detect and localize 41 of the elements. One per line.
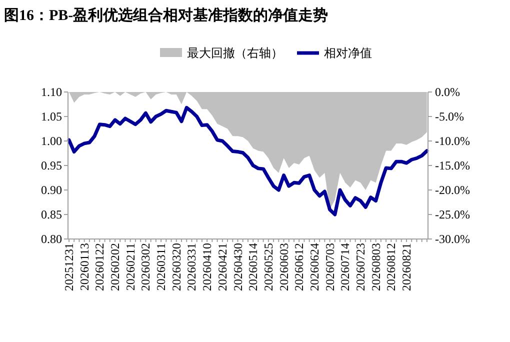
x-tick-label: 20260514 bbox=[246, 243, 260, 291]
legend-label: 相对净值 bbox=[324, 46, 372, 60]
x-tick-label: 20260812 bbox=[384, 243, 398, 291]
x-tick-label: 20260723 bbox=[353, 243, 368, 291]
y2-tick-label: -5.0% bbox=[435, 110, 464, 124]
y2-tick-label: -25.0% bbox=[435, 208, 470, 222]
y-tick-label: 0.80 bbox=[41, 232, 62, 246]
y2-tick-label: -15.0% bbox=[435, 158, 470, 172]
x-tick-label: 20260821 bbox=[400, 243, 414, 291]
x-tick-label: 20260703 bbox=[322, 243, 337, 291]
y-tick-label: 1.00 bbox=[41, 134, 62, 148]
x-tick-label: 20260122 bbox=[92, 243, 107, 291]
y-tick-label: 0.90 bbox=[41, 183, 62, 197]
x-tick-label: 20260714 bbox=[338, 243, 352, 291]
x-tick-label: 20260311 bbox=[154, 243, 168, 291]
x-tick-label: 20260302 bbox=[138, 243, 153, 291]
y-tick-label: 0.95 bbox=[41, 158, 62, 172]
x-tick-label: 20260202 bbox=[108, 243, 122, 291]
x-tick-label: 20260525 bbox=[261, 243, 276, 291]
x-tick-label: 20260331 bbox=[184, 243, 199, 291]
line-series bbox=[67, 106, 429, 216]
y2-tick-label: -30.0% bbox=[435, 232, 470, 246]
y2-tick-label: -20.0% bbox=[435, 183, 470, 197]
x-tick-label: 20251231 bbox=[62, 243, 76, 291]
y-tick-label: 0.85 bbox=[41, 208, 62, 222]
y2-tick-label: -10.0% bbox=[435, 134, 470, 148]
y2-tick-label: 0.0% bbox=[435, 85, 460, 99]
x-tick-label: 20260211 bbox=[123, 243, 138, 291]
x-tick-label: 20260603 bbox=[276, 243, 291, 291]
x-tick-label: 20260410 bbox=[200, 243, 214, 291]
x-tick-label: 20260113 bbox=[77, 243, 92, 291]
legend-label: 最大回撤（右轴） bbox=[187, 46, 283, 60]
x-tick-label: 20260430 bbox=[230, 243, 245, 291]
y-tick-label: 1.05 bbox=[41, 110, 62, 124]
x-tick-label: 20260612 bbox=[292, 243, 306, 291]
x-tick-label: 20260624 bbox=[307, 243, 322, 291]
x-tick-label: 20260803 bbox=[368, 243, 383, 291]
x-tick-label: 20260320 bbox=[169, 243, 184, 291]
y-tick-label: 1.10 bbox=[41, 85, 62, 99]
x-tick-label: 20260421 bbox=[215, 243, 230, 291]
chart-title: 图16：PB-盈利优选组合相对基准指数的净值走势 bbox=[4, 7, 328, 24]
